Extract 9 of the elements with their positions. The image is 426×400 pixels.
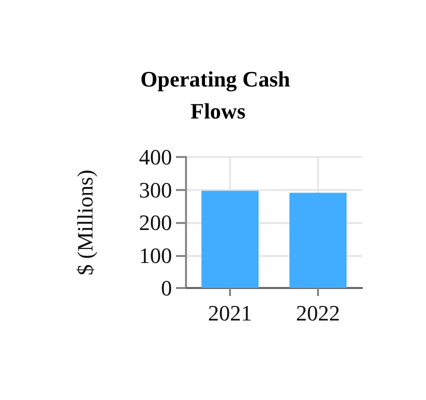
y-tick-label: 400 <box>139 144 172 170</box>
y-tick-label: 200 <box>139 210 172 235</box>
y-tick-label: 100 <box>139 242 172 268</box>
x-tick-label: 2022 <box>296 300 340 326</box>
y-tick-label: 300 <box>139 177 172 202</box>
chart-title: Operating Cash Flows <box>140 66 296 124</box>
y-axis-title: $ (Millions) <box>72 170 98 276</box>
x-tick-label: 2021 <box>208 300 252 326</box>
y-tick-label: 0 <box>161 276 172 300</box>
